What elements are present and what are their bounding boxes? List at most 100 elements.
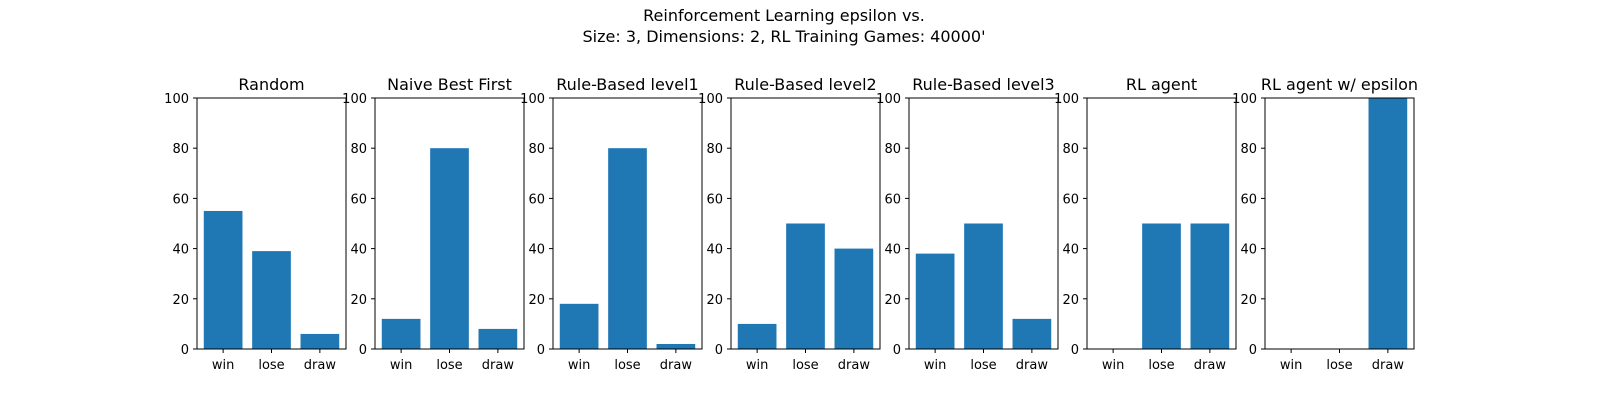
bar-draw [1012,318,1052,349]
y-tick-label: 80 [1240,142,1257,157]
axes-frame [196,97,347,350]
y-tick-label: 0 [893,343,901,358]
y-tick-label: 20 [172,293,189,308]
x-tick-label-win: win [568,358,590,373]
bar-lose [608,148,647,349]
axes-frame [1264,97,1415,350]
x-tick-label-win: win [390,358,412,373]
y-tick-label: 100 [876,92,901,107]
x-tick-label-win: win [746,358,768,373]
bar-draw [834,248,874,349]
x-tick-label-win: win [924,358,946,373]
subplot-4: Rule-Based level2 win lose draw 0 20 40 60 80 100 [698,75,881,373]
y-tick-label: 60 [706,192,723,207]
x-tick-label-win: win [1102,358,1124,373]
bar-win [915,253,955,349]
y-tick-label: 60 [350,192,367,207]
subplot-3: Rule-Based level1 win lose draw 0 20 40 60 80 100 [520,75,703,373]
y-tick-label: 80 [172,142,189,157]
y-tick-label: 60 [1240,192,1257,207]
x-tick-label-draw: draw [1372,358,1405,373]
y-tick-label: 40 [1062,243,1079,258]
y-tick-label: 100 [520,92,545,107]
x-tick-label-win: win [212,358,234,373]
x-tick-label-lose: lose [792,358,818,373]
subplot-title: RL agent w/ epsilon [1261,75,1418,94]
y-tick-label: 20 [706,293,723,308]
bar-lose [786,223,825,349]
y-tick-label: 60 [528,192,545,207]
x-tick-label-draw: draw [482,358,515,373]
bar-win [737,323,777,349]
axes-frame [552,97,703,350]
bar-win [203,210,243,349]
bar-draw [478,328,518,349]
y-tick-label: 0 [537,343,545,358]
bar-draw [1190,223,1230,349]
y-tick-label: 80 [528,142,545,157]
y-tick-label: 0 [1249,343,1257,358]
x-tick-label-draw: draw [838,358,871,373]
y-tick-label: 40 [1240,243,1257,258]
y-tick-label: 80 [884,142,901,157]
subplot-title: Rule-Based level2 [734,75,876,94]
bar-lose [430,148,469,349]
figure-title-line1: Reinforcement Learning epsilon vs. [643,6,925,25]
axes-frame [730,97,881,350]
y-tick-label: 60 [172,192,189,207]
bar-draw [656,343,696,349]
subplot-7: RL agent w/ epsilon win lose draw 0 20 40 60 80 1… [1232,75,1418,373]
y-tick-label: 0 [359,343,367,358]
y-tick-label: 20 [1062,293,1079,308]
y-tick-label: 40 [350,243,367,258]
y-tick-label: 20 [350,293,367,308]
x-tick-label-draw: draw [660,358,693,373]
x-tick-label-draw: draw [304,358,337,373]
x-tick-label-draw: draw [1016,358,1049,373]
subplot-title: RL agent [1126,75,1197,94]
x-tick-label-lose: lose [970,358,996,373]
y-tick-label: 40 [528,243,545,258]
bar-lose [964,223,1003,349]
subplot-1: Random win lose draw 0 20 40 60 80 100 [164,75,347,373]
x-tick-label-lose: lose [1326,358,1352,373]
y-tick-label: 80 [1062,142,1079,157]
y-tick-label: 100 [164,92,189,107]
y-tick-label: 0 [181,343,189,358]
y-tick-label: 60 [1062,192,1079,207]
y-tick-label: 0 [1071,343,1079,358]
y-tick-label: 80 [350,142,367,157]
x-tick-label-draw: draw [1194,358,1227,373]
y-tick-label: 0 [715,343,723,358]
y-tick-label: 60 [884,192,901,207]
subplot-title: Rule-Based level1 [556,75,698,94]
axes-frame [908,97,1059,350]
y-tick-label: 20 [884,293,901,308]
axes-frame [374,97,525,350]
y-tick-label: 40 [884,243,901,258]
figure-title-line2: Size: 3, Dimensions: 2, RL Training Game… [583,27,986,46]
x-tick-label-lose: lose [258,358,284,373]
y-tick-label: 80 [706,142,723,157]
subplot-5: Rule-Based level3 win lose draw 0 20 40 60 80 100 [876,75,1059,373]
bar-lose [252,251,291,349]
y-tick-label: 100 [342,92,367,107]
subplot-6: RL agent win lose draw 0 20 40 60 80 100 [1054,75,1237,373]
x-tick-label-lose: lose [614,358,640,373]
y-tick-label: 20 [528,293,545,308]
subplot-title: Rule-Based level3 [912,75,1054,94]
y-tick-label: 100 [698,92,723,107]
x-tick-label-lose: lose [1148,358,1174,373]
y-tick-label: 40 [172,243,189,258]
x-tick-label-win: win [1280,358,1302,373]
bar-win [381,318,421,349]
subplot-title: Naive Best First [387,75,512,94]
y-tick-label: 20 [1240,293,1257,308]
bar-draw [300,333,340,349]
bar-lose [1142,223,1181,349]
subplot-2: Naive Best First win lose draw 0 20 40 60 80 100 [342,75,525,373]
x-tick-label-lose: lose [436,358,462,373]
subplot-title: Random [238,75,304,94]
axes-frame [1086,97,1237,350]
